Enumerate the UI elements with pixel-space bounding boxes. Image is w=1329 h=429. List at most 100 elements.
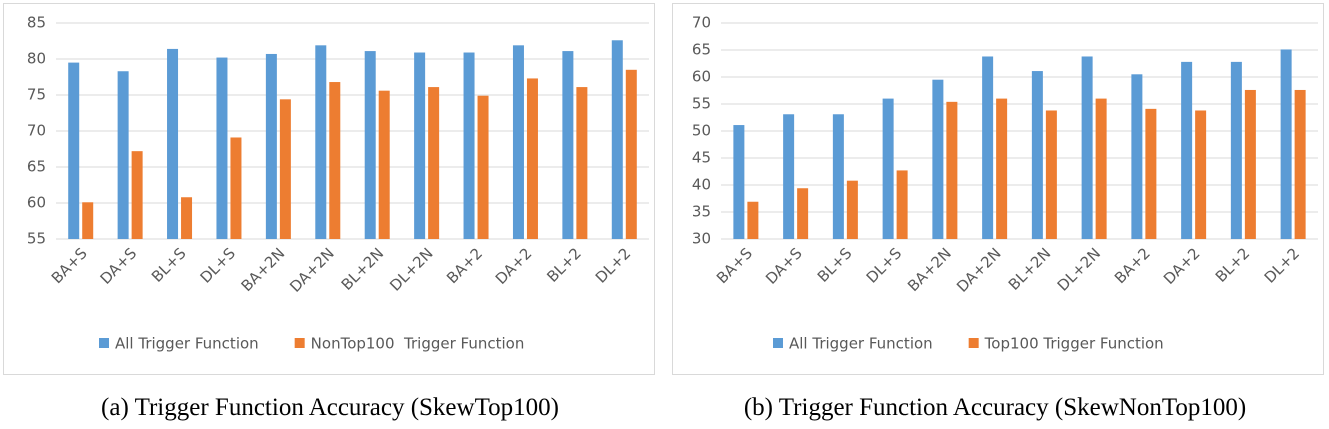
x-tick-label: BL+2N — [1005, 244, 1054, 293]
y-tick-label: 60 — [27, 194, 46, 212]
bar — [265, 53, 277, 240]
bar — [1081, 56, 1093, 240]
bar — [1031, 71, 1043, 239]
y-tick-label: 85 — [27, 14, 46, 32]
x-tick-label: DA+S — [762, 244, 806, 288]
bar — [797, 188, 809, 239]
bar — [625, 69, 637, 239]
bar — [428, 87, 440, 239]
bar — [1145, 108, 1157, 239]
bar — [1131, 74, 1143, 239]
legend-swatch — [773, 338, 783, 348]
x-tick-label: DL+2 — [592, 244, 634, 286]
bar — [230, 137, 242, 239]
bar — [932, 79, 944, 239]
x-tick-label: DA+2N — [286, 244, 338, 296]
bar — [477, 95, 489, 239]
bar — [832, 114, 844, 239]
legend-swatch — [99, 338, 109, 348]
bar — [181, 197, 193, 239]
x-tick-label: DA+S — [97, 244, 141, 288]
x-tick-label: DL+2N — [386, 244, 436, 294]
y-tick-label: 35 — [692, 203, 711, 221]
legend-label: All Trigger Function — [789, 335, 933, 353]
chart-panel: 55 60 65 70 75 80 85 BA+S DA+S BL+S DL+S BA+2N DA+2N… — [3, 3, 655, 375]
x-tick-label: DA+2 — [1160, 244, 1204, 288]
y-tick-label: 65 — [27, 158, 46, 176]
y-tick-label: 45 — [692, 149, 711, 167]
bar — [117, 71, 129, 240]
x-tick-label: BA+2N — [904, 244, 955, 295]
bar — [1095, 98, 1107, 239]
bar — [576, 87, 588, 239]
legend-label: All Trigger Function — [115, 335, 259, 353]
bar — [1181, 61, 1193, 239]
y-tick-label: 30 — [692, 230, 711, 248]
y-tick-label: 70 — [692, 14, 711, 32]
x-tick-label: BL+2 — [543, 244, 585, 286]
y-tick-label: 75 — [27, 86, 46, 104]
y-tick-label: 70 — [27, 122, 46, 140]
legend-label: Top100 Trigger Function — [984, 335, 1164, 353]
x-tick-label: BL+S — [814, 244, 856, 286]
bar — [131, 151, 143, 239]
bar — [1230, 61, 1242, 239]
x-tick-label: BL+2 — [1212, 244, 1254, 286]
legend-swatch — [294, 338, 305, 348]
caption: (a) Trigger Function Accuracy (SkewTop10… — [101, 394, 559, 421]
caption: (b) Trigger Function Accuracy (SkewNonTo… — [743, 394, 1247, 421]
x-tick-label: BL+2N — [338, 244, 387, 293]
x-tick-label: BL+S — [148, 244, 190, 286]
bar — [463, 52, 475, 239]
x-tick-label: BA+2 — [443, 244, 486, 287]
x-tick-label: BA+S — [713, 244, 756, 287]
bar — [329, 82, 341, 239]
legend-swatch — [968, 338, 979, 348]
bar — [414, 52, 426, 239]
y-tick-label: 40 — [692, 176, 711, 194]
y-tick-label: 65 — [692, 41, 711, 59]
bar — [946, 101, 958, 239]
bar — [982, 56, 994, 240]
x-tick-label: DA+2N — [953, 244, 1005, 296]
y-tick-label: 55 — [27, 230, 46, 248]
y-tick-label: 80 — [27, 50, 46, 68]
bar — [1045, 110, 1057, 239]
x-tick-label: DL+S — [197, 244, 239, 286]
x-tick-label: DL+2N — [1054, 244, 1104, 294]
x-tick-label: DL+2 — [1261, 244, 1303, 286]
bar — [747, 201, 759, 239]
bar — [611, 40, 623, 239]
bar — [167, 48, 179, 239]
x-tick-label: BA+S — [48, 244, 91, 287]
chart-panel: 30 35 40 45 50 55 60 65 70 BA+S DA+S BL+S DL+S BA+2N D… — [672, 3, 1324, 375]
bar — [378, 90, 390, 240]
bar — [82, 202, 94, 239]
bar — [846, 180, 858, 239]
bar — [68, 62, 80, 239]
bar — [279, 99, 291, 239]
bar — [315, 45, 327, 239]
legend-label: NonTop100 Trigger Function — [311, 335, 525, 353]
y-tick-label: 60 — [692, 68, 711, 86]
bar — [896, 170, 908, 239]
x-tick-label: BA+2 — [1111, 244, 1154, 287]
bar — [562, 51, 574, 239]
bar — [364, 51, 376, 239]
bar — [783, 114, 795, 239]
bar — [526, 78, 538, 239]
bar — [1280, 49, 1292, 240]
x-tick-label: DA+2 — [492, 244, 536, 288]
bar — [1244, 89, 1256, 240]
x-tick-label: BA+2N — [238, 244, 289, 295]
bar — [882, 98, 894, 239]
x-tick-label: DL+S — [863, 244, 905, 286]
bar — [996, 98, 1008, 239]
y-tick-label: 55 — [692, 95, 711, 113]
bar — [512, 45, 524, 239]
bar — [216, 57, 228, 240]
y-tick-label: 50 — [692, 122, 711, 140]
